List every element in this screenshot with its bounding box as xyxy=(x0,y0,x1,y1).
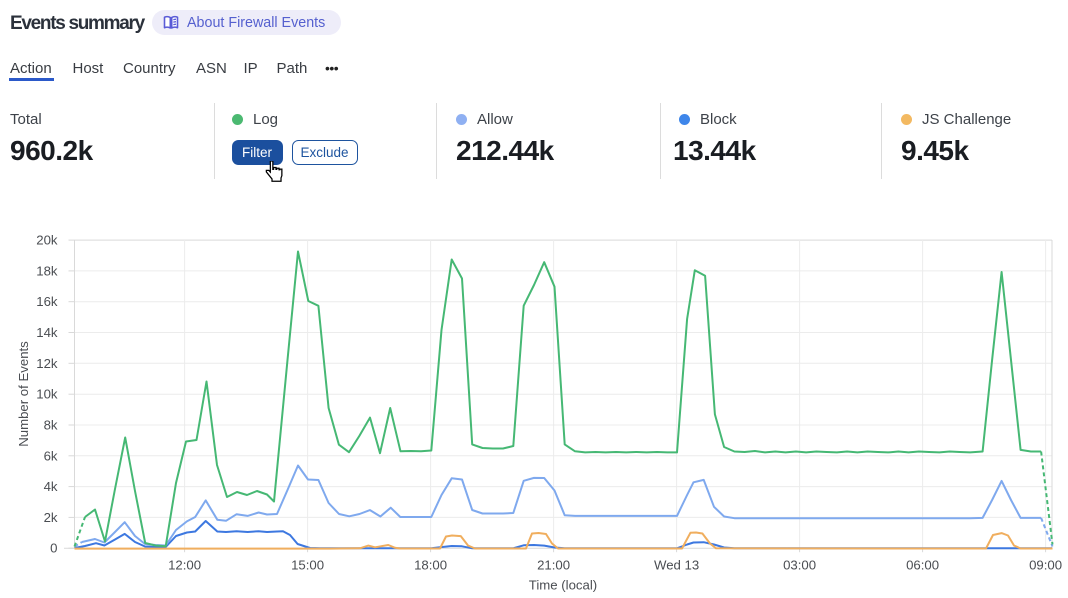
svg-text:12:00: 12:00 xyxy=(168,558,201,573)
svg-text:06:00: 06:00 xyxy=(906,558,939,573)
svg-text:15:00: 15:00 xyxy=(291,558,324,573)
svg-text:2k: 2k xyxy=(44,510,58,525)
svg-text:0: 0 xyxy=(50,541,57,556)
svg-text:10k: 10k xyxy=(36,387,58,402)
svg-text:16k: 16k xyxy=(36,294,58,309)
svg-text:21:00: 21:00 xyxy=(537,558,570,573)
svg-text:Time (local): Time (local) xyxy=(529,578,597,593)
svg-text:12k: 12k xyxy=(36,356,58,371)
svg-text:03:00: 03:00 xyxy=(783,558,816,573)
svg-text:18:00: 18:00 xyxy=(414,558,447,573)
svg-text:09:00: 09:00 xyxy=(1029,558,1062,573)
svg-text:6k: 6k xyxy=(44,448,58,463)
svg-text:20k: 20k xyxy=(36,233,58,248)
svg-text:18k: 18k xyxy=(36,263,58,278)
svg-text:Number of Events: Number of Events xyxy=(16,341,31,447)
svg-text:4k: 4k xyxy=(44,479,58,494)
svg-text:8k: 8k xyxy=(44,418,58,433)
svg-text:Wed 13: Wed 13 xyxy=(654,558,699,573)
svg-text:14k: 14k xyxy=(36,325,58,340)
